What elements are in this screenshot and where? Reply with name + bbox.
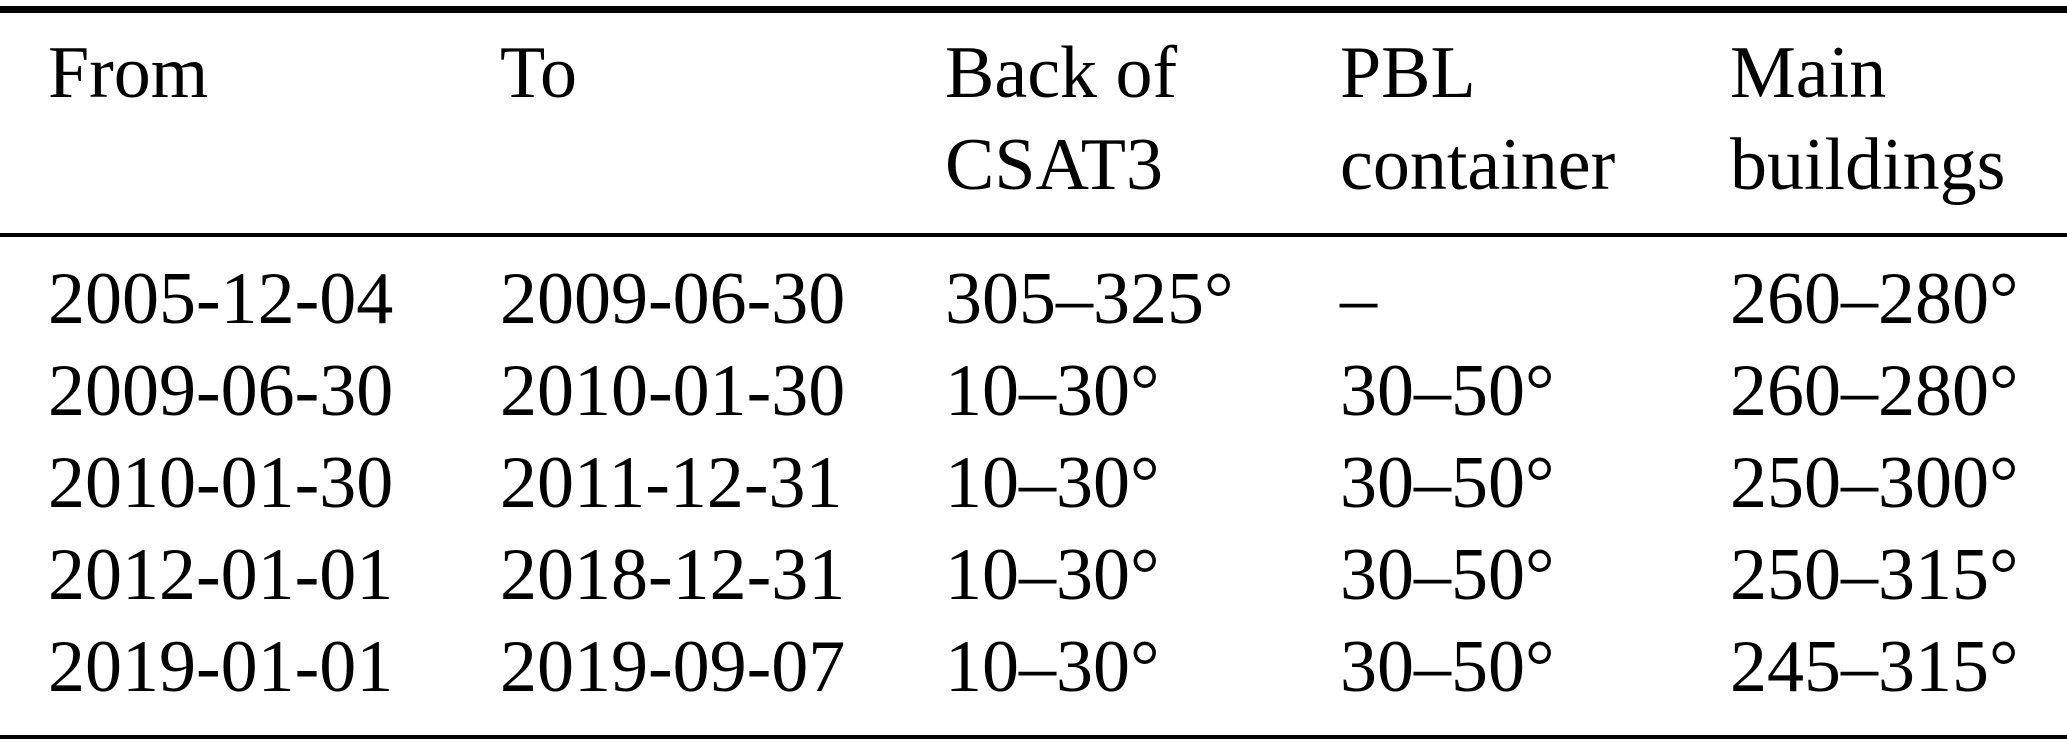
table-row: 2010-01-30 2011-12-31 10–30° 30–50° 250–… (0, 437, 2067, 529)
header-cell-to: To (500, 9, 945, 237)
header-row: From To Back of CSAT3 PBL container Main… (0, 9, 2067, 237)
cell-main-buildings: 250–300° (1730, 442, 2019, 524)
wind-sector-table: From To Back of CSAT3 PBL container Main… (0, 6, 2067, 739)
table-header: From To Back of CSAT3 PBL container Main… (0, 9, 2067, 237)
table-body: 2005-12-04 2009-06-30 305–325° – 260–280… (0, 235, 2067, 737)
cell-from: 2019-01-01 (48, 626, 394, 708)
cell-from: 2005-12-04 (48, 258, 394, 340)
cell-back-of-csat3: 305–325° (945, 258, 1234, 340)
table-row: 2009-06-30 2010-01-30 10–30° 30–50° 260–… (0, 345, 2067, 437)
table-row: 2012-01-01 2018-12-31 10–30° 30–50° 250–… (0, 529, 2067, 621)
cell-to: 2009-06-30 (500, 258, 846, 340)
table-row: 2019-01-01 2019-09-07 10–30° 30–50° 245–… (0, 621, 2067, 737)
cell-pbl-container: 30–50° (1340, 534, 1555, 616)
header-cell-back-of-csat3: Back of CSAT3 (945, 9, 1340, 237)
cell-main-buildings: 260–280° (1730, 350, 2019, 432)
cell-main-buildings: 245–315° (1730, 626, 2019, 708)
cell-to: 2018-12-31 (500, 534, 846, 616)
header-cell-from: From (0, 9, 500, 237)
header-cell-main-buildings: Main buildings (1730, 9, 2067, 237)
cell-back-of-csat3: 10–30° (945, 534, 1160, 616)
cell-to: 2011-12-31 (500, 442, 843, 524)
cell-main-buildings: 250–315° (1730, 534, 2019, 616)
cell-pbl-container: 30–50° (1340, 626, 1555, 708)
cell-to: 2010-01-30 (500, 350, 846, 432)
header-cell-pbl-container: PBL container (1340, 9, 1730, 237)
cell-back-of-csat3: 10–30° (945, 442, 1160, 524)
cell-from: 2010-01-30 (48, 442, 394, 524)
cell-pbl-container: 30–50° (1340, 350, 1555, 432)
cell-back-of-csat3: 10–30° (945, 626, 1160, 708)
cell-back-of-csat3: 10–30° (945, 350, 1160, 432)
cell-main-buildings: 260–280° (1730, 258, 2019, 340)
cell-from: 2012-01-01 (48, 534, 394, 616)
table-row: 2005-12-04 2009-06-30 305–325° – 260–280… (0, 235, 2067, 345)
cell-pbl-container: 30–50° (1340, 442, 1555, 524)
cell-from: 2009-06-30 (48, 350, 394, 432)
cell-pbl-container: – (1340, 258, 1377, 340)
cell-to: 2019-09-07 (500, 626, 846, 708)
